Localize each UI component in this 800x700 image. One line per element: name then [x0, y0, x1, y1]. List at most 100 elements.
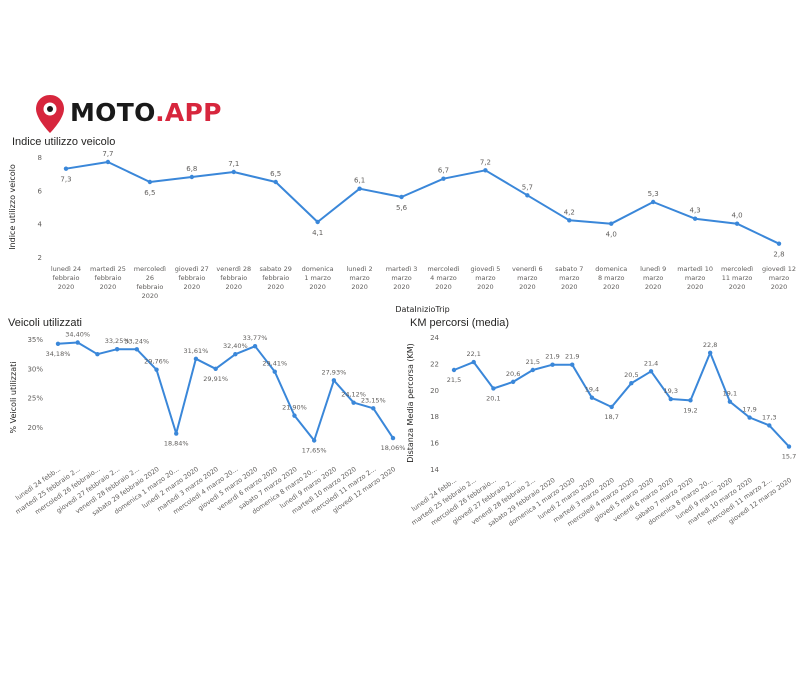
data-label: 33,25% — [105, 337, 130, 345]
chart-title-indice-utilizzo: Indice utilizzo veicolo — [12, 136, 116, 148]
data-label: 7,1 — [228, 160, 239, 168]
data-label: 7,2 — [480, 158, 491, 166]
logo-wordmark: MOTO.APP — [70, 98, 222, 127]
x-tick-line: 11 marzo — [722, 274, 753, 282]
x-tick-label: sabato 29 febbraio 2020 — [260, 265, 292, 291]
data-point — [273, 179, 278, 185]
y-tick-label: 6 — [38, 187, 43, 195]
data-label: 7,3 — [60, 176, 71, 184]
data-point — [134, 347, 140, 352]
logo-suffix: .APP — [155, 98, 222, 127]
data-point — [154, 367, 159, 372]
data-point — [530, 367, 536, 373]
x-tick-line: domenica — [595, 265, 627, 273]
x-tick-line: 2020 — [58, 283, 75, 291]
data-label: 4,0 — [731, 212, 742, 220]
data-label: 21,4 — [644, 359, 658, 367]
data-point — [451, 367, 457, 373]
x-tick-label: lunedì 9 marzo 2020 — [640, 265, 666, 291]
x-tick-line: 8 marzo — [598, 274, 625, 282]
data-label: 17,65% — [302, 446, 327, 454]
x-tick-line: giovedì 27 — [175, 265, 209, 273]
x-tick-line: febbraio — [220, 274, 247, 282]
data-point — [114, 347, 120, 352]
data-label: 6,5 — [144, 189, 155, 197]
data-label: 34,40% — [65, 331, 90, 339]
data-label: 33,24% — [124, 337, 149, 345]
y-tick-label: 2 — [38, 254, 42, 262]
data-point — [55, 341, 61, 346]
y-tick-label: 35% — [27, 336, 43, 344]
data-point — [589, 395, 595, 400]
x-tick-label: domenica 1 marzo 2020 — [302, 265, 334, 291]
series-line — [57, 341, 394, 442]
x-tick-line: sabato 7 — [555, 265, 583, 273]
data-point — [648, 369, 654, 374]
x-tick-line: febbraio — [262, 274, 289, 282]
x-tick-line: martedì 3 — [386, 265, 418, 273]
x-tick-line: marzo — [517, 274, 537, 282]
y-tick-label: 4 — [38, 221, 43, 229]
x-tick-line: lunedì 24 — [51, 265, 81, 273]
data-point — [189, 174, 195, 180]
x-tick-line: 2020 — [519, 283, 536, 291]
data-point — [650, 199, 656, 205]
x-tick-line: 2020 — [435, 283, 452, 291]
data-label: 20,5 — [624, 371, 638, 379]
data-label: 34,18% — [46, 350, 71, 358]
x-tick-line: mercoledì — [721, 265, 753, 273]
y-tick-label: 8 — [38, 154, 42, 162]
x-tick-line: 2020 — [142, 292, 159, 300]
y-tick-label: 14 — [430, 466, 439, 474]
x-tick-line: giovedì 12 — [762, 265, 796, 273]
data-point — [357, 186, 362, 191]
x-tick-line: marzo — [685, 274, 705, 282]
x-tick-line: febbraio — [53, 274, 80, 282]
data-label: 29,76% — [144, 358, 169, 366]
data-label: 5,3 — [648, 190, 659, 198]
data-point — [510, 379, 516, 385]
series-line — [65, 161, 780, 245]
data-point — [609, 221, 614, 226]
data-label: 4,0 — [606, 231, 617, 239]
x-tick-line: marzo — [559, 274, 579, 282]
data-point — [570, 362, 575, 367]
x-tick-line: venerdì 28 — [216, 265, 251, 273]
x-tick-line: giovedì 5 — [470, 265, 500, 273]
x-tick-label: giovedì 12 marzo 2020 — [762, 265, 796, 291]
logo-prefix: MOTO — [70, 98, 156, 127]
data-point — [390, 435, 396, 441]
data-label: 17,3 — [762, 413, 776, 421]
data-point — [629, 381, 634, 386]
data-point — [95, 352, 100, 357]
x-tick-line: marzo — [769, 274, 789, 282]
data-label: 19,3 — [664, 387, 678, 395]
data-label: 29,91% — [203, 375, 228, 383]
x-tick-label: martedì 3 marzo 2020 — [386, 265, 418, 291]
data-label: 18,84% — [164, 440, 189, 448]
x-tick-label: mercoledì 4 marzo 2020 — [427, 265, 459, 291]
data-point — [767, 423, 772, 428]
data-label: 2,8 — [773, 251, 784, 259]
x-tick-line: 2020 — [477, 283, 494, 291]
x-tick-label: venerdì 6 marzo 2020 — [512, 265, 543, 291]
chart-km-percorsi: 14 16 18 20 22 24 Distanza Media percorsa (KM)… — [406, 334, 796, 529]
x-tick-label: mercoledì 26 febbraio 2020 — [134, 265, 166, 300]
data-label: 20,1 — [486, 394, 500, 402]
data-point — [233, 352, 238, 357]
data-label: 19,1 — [723, 390, 737, 398]
data-point — [311, 438, 317, 443]
data-label: 18,7 — [604, 413, 618, 421]
x-tick-line: venerdì 6 — [512, 265, 543, 273]
x-tick-line: 2020 — [309, 283, 326, 291]
data-label: 5,7 — [522, 183, 533, 191]
data-point — [231, 169, 236, 175]
data-label: 21,5 — [447, 376, 461, 384]
data-label: 22,1 — [466, 350, 480, 358]
data-label: 24,12% — [341, 391, 366, 399]
y-tick-label: 20% — [27, 424, 43, 432]
data-label: 27,93% — [321, 368, 346, 376]
data-point — [252, 343, 258, 349]
x-tick-label: martedì 25 febbraio 2020 — [90, 265, 126, 291]
x-tick-line: 2020 — [225, 283, 242, 291]
